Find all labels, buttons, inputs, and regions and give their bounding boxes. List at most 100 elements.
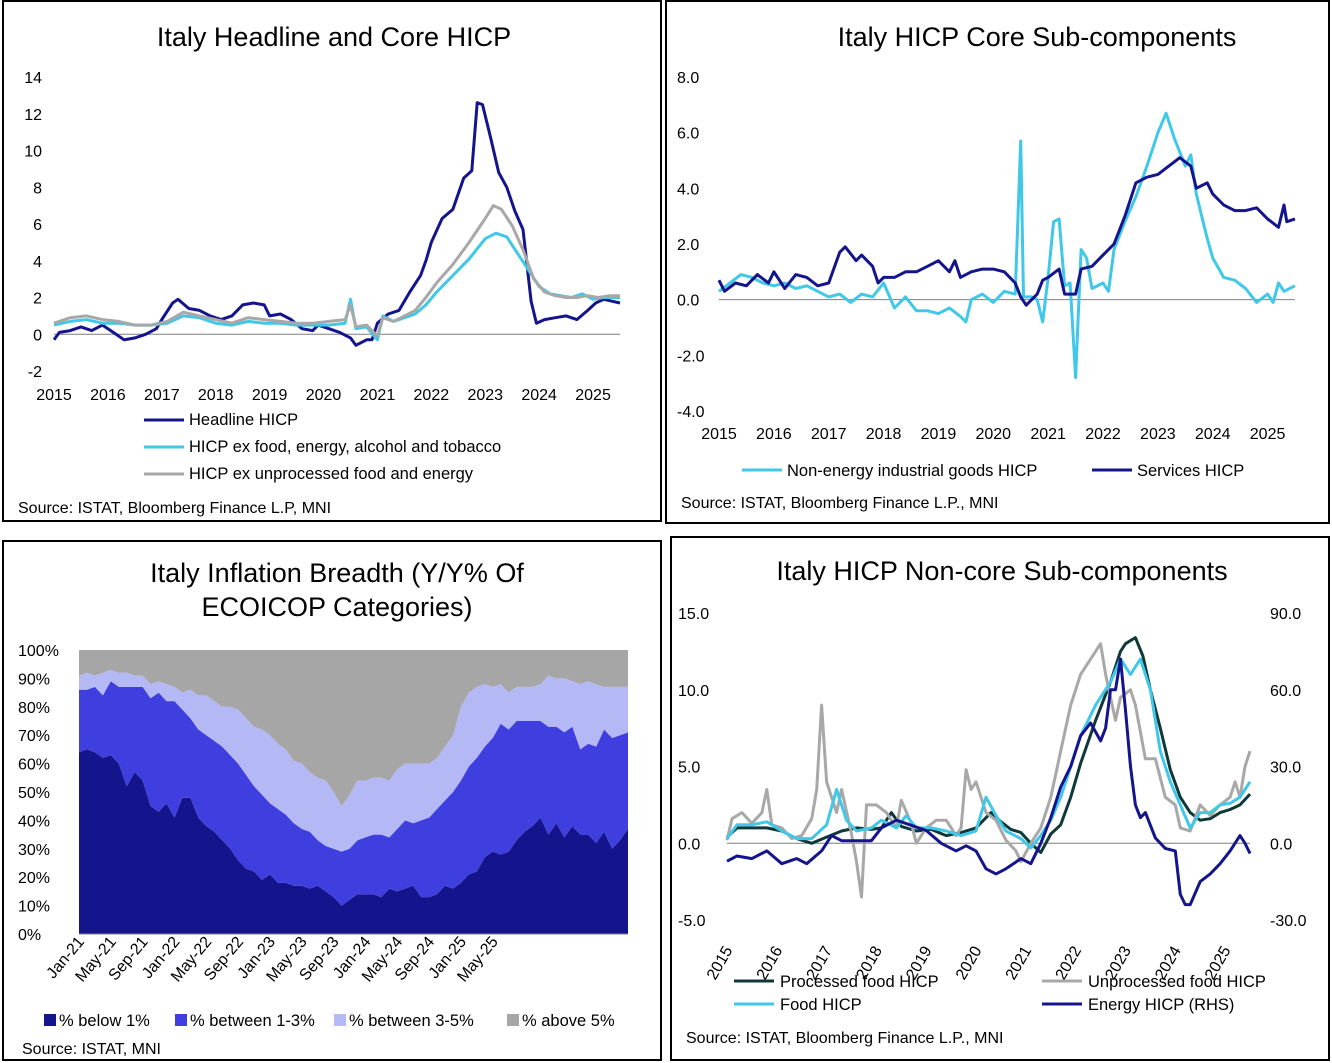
y-tick-label: -5.0 (678, 913, 706, 930)
y-tick-label: 0.0 (678, 836, 700, 853)
x-tick-label: 2021 (1030, 426, 1066, 443)
x-tick-label: 2022 (1053, 943, 1086, 982)
x-tick-label: 2015 (704, 943, 737, 982)
series-line-0 (725, 636, 1252, 854)
legend-label-0: Non-energy industrial goods HICP (787, 462, 1037, 480)
legend-label-1: Unprocessed food HICP (1088, 973, 1266, 991)
y-tick-label: 6.0 (677, 126, 699, 143)
area-series-1 (79, 681, 628, 906)
x-tick-label: 2021 (1003, 943, 1036, 982)
chart-headline-core-hicp: Italy Headline and Core HICP 14121086420… (18, 22, 621, 517)
y-tick-label: 2.0 (677, 237, 699, 254)
legend-label-3: % above 5% (522, 1012, 615, 1030)
chart-source: Source: ISTAT, MNI (22, 1041, 161, 1058)
y-tick-label: 0.0 (677, 293, 699, 310)
x-tick-label: 2018 (866, 426, 902, 443)
y-tick-label: -2 (28, 364, 42, 381)
y-tick-label: 100% (18, 643, 59, 660)
x-tick-label: 2022 (1085, 426, 1121, 443)
y-tick-label: 12 (24, 107, 42, 124)
y-tick-label: 10% (18, 899, 50, 916)
panel-noncore-subcomponents: Italy HICP Non-core Sub-components 15.0 1… (670, 536, 1330, 1061)
y2-tick-label: 0.0 (1270, 836, 1292, 853)
y-tick-label: 15.0 (678, 606, 709, 623)
y-tick-label: 20% (18, 870, 50, 887)
legend-label-2: Food HICP (780, 996, 862, 1014)
chart-source: Source: ISTAT, Bloomberg Finance L.P., M… (681, 495, 998, 512)
series-line-2 (53, 204, 620, 338)
x-tick-label: 2025 (1250, 426, 1286, 443)
legend-swatch-3 (507, 1014, 519, 1026)
y-tick-label: 0 (33, 327, 42, 344)
y-tick-label: 8 (33, 180, 42, 197)
series-line-0 (52, 101, 621, 347)
legend-swatch-2 (334, 1014, 346, 1026)
series-line-1 (717, 156, 1296, 307)
series-line-2 (725, 657, 1252, 850)
chart-title: Italy Headline and Core HICP (157, 22, 511, 52)
y-tick-label: 50% (18, 785, 50, 802)
legend-label-1: Services HICP (1137, 462, 1244, 480)
x-tick-label: 2017 (144, 387, 180, 404)
x-tick-label: 2017 (811, 426, 847, 443)
y-tick-label: 30% (18, 842, 50, 859)
series-line-0 (718, 111, 1296, 380)
x-tick-label: 2018 (198, 387, 234, 404)
legend-swatch-1 (175, 1014, 187, 1026)
x-tick-label: 2021 (360, 387, 396, 404)
legend-label-0: Headline HICP (189, 411, 298, 429)
panel-inflation-breadth: Italy Inflation Breadth (Y/Y% Of ECOICOP… (2, 540, 662, 1061)
area-series-3 (79, 650, 628, 807)
x-tick-label: 2022 (414, 387, 450, 404)
x-tick-label: 2024 (521, 387, 557, 404)
chart-source: Source: ISTAT, Bloomberg Finance L.P, MN… (18, 500, 331, 517)
x-tick-label: 2016 (756, 426, 792, 443)
y-tick-label: 60% (18, 757, 50, 774)
x-tick-label: 2023 (1140, 426, 1176, 443)
y-tick-label: -4.0 (677, 404, 705, 421)
legend-label-2: HICP ex unprocessed food and energy (189, 465, 474, 483)
y-tick-label: 80% (18, 700, 50, 717)
legend-label-1: % between 1-3% (190, 1012, 315, 1030)
area-series-2 (79, 669, 628, 852)
chart-source: Source: ISTAT, Bloomberg Finance L.P., M… (686, 1030, 1003, 1047)
legend-label-2: % between 3-5% (349, 1012, 474, 1030)
series-line-1 (725, 642, 1252, 899)
x-tick-label: 2016 (90, 387, 126, 404)
chart-title: Italy HICP Non-core Sub-components (776, 556, 1227, 586)
x-tick-label: 2019 (252, 387, 288, 404)
legend-label-0: Processed food HICP (780, 973, 939, 991)
x-tick-label: 2020 (975, 426, 1011, 443)
y-tick-label: 10 (24, 144, 42, 161)
legend-label-0: % below 1% (59, 1012, 150, 1030)
x-tick-label: 2023 (467, 387, 503, 404)
y-tick-label: 5.0 (678, 760, 700, 777)
y-tick-label: 8.0 (677, 70, 699, 87)
x-tick-label: 2019 (921, 426, 957, 443)
x-tick-label: 2015 (701, 426, 737, 443)
legend-label-1: HICP ex food, energy, alcohol and tobacc… (189, 438, 501, 456)
y-tick-label: 4.0 (677, 181, 699, 198)
chart-title-line-1: Italy Inflation Breadth (Y/Y% Of (150, 558, 524, 588)
panel-headline-core-hicp: Italy Headline and Core HICP 14 12 10 8 6 4 2 0… (2, 0, 662, 522)
series-line-3 (726, 657, 1252, 907)
x-tick-label: 2020 (953, 943, 986, 982)
chart-core-subcomponents: Italy HICP Core Sub-components 8.0 6.0 4.0… (677, 22, 1296, 512)
y-tick-label: 0% (18, 927, 41, 944)
y-tick-label: 14 (24, 70, 42, 87)
y-tick-label: 40% (18, 813, 50, 830)
area-series-0 (79, 749, 628, 934)
chart-noncore-subcomponents: Italy HICP Non-core Sub-components 15.0 1… (678, 556, 1307, 1047)
y-tick-label: 4 (33, 254, 42, 271)
legend-swatch-0 (44, 1014, 56, 1026)
chart-title: Italy HICP Core Sub-components (838, 22, 1237, 52)
y2-tick-label: 90.0 (1270, 606, 1301, 623)
y2-tick-label: 60.0 (1270, 683, 1301, 700)
y-tick-label: 2 (33, 291, 42, 308)
chart-inflation-breadth: Italy Inflation Breadth (Y/Y% Of ECOICOP… (18, 558, 628, 1058)
y-tick-label: 70% (18, 728, 50, 745)
y-tick-label: 6 (33, 217, 42, 234)
legend-label-3: Energy HICP (RHS) (1088, 996, 1234, 1014)
y2-tick-label: 30.0 (1270, 760, 1301, 777)
x-tick-label: 2025 (575, 387, 611, 404)
